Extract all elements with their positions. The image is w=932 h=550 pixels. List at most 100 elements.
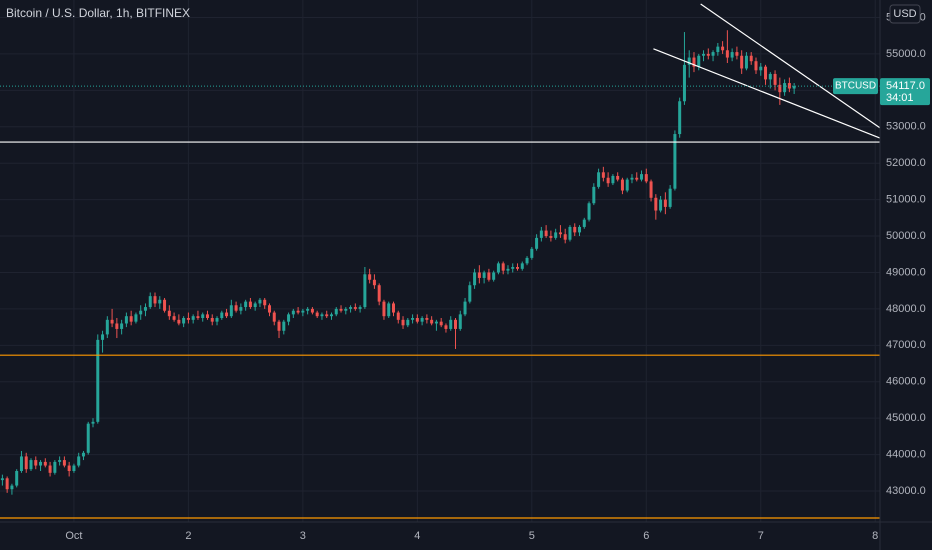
candle-body xyxy=(582,219,586,227)
candle-body xyxy=(535,237,539,249)
candle-body xyxy=(530,248,534,258)
y-tick-label: 52000.0 xyxy=(886,157,926,169)
candle-body xyxy=(5,478,9,490)
candle-body xyxy=(511,267,515,269)
candle-body xyxy=(10,485,14,490)
candle-body xyxy=(568,226,572,240)
candle-body xyxy=(735,52,739,56)
candle-body xyxy=(420,318,424,322)
candle-body xyxy=(210,318,214,322)
chart-title: Bitcoin / U.S. Dollar, 1h, BITFINEX xyxy=(6,6,190,20)
candle-body xyxy=(697,55,701,67)
candle-body xyxy=(773,73,777,85)
candle-body xyxy=(706,53,710,56)
candle-body xyxy=(749,55,753,62)
candle-body xyxy=(463,301,467,315)
candle-body xyxy=(67,465,71,472)
x-tick-label: 5 xyxy=(529,530,535,542)
candle-body xyxy=(353,307,357,309)
x-tick-label: Oct xyxy=(65,530,82,542)
y-tick-label: 47000.0 xyxy=(886,339,926,351)
candle-body xyxy=(611,175,615,184)
candle-body xyxy=(62,460,66,466)
candle-body xyxy=(115,323,119,329)
candle-body xyxy=(344,308,348,311)
candle-body xyxy=(24,456,28,470)
y-tick-label: 49000.0 xyxy=(886,266,926,278)
plot xyxy=(0,3,881,519)
candle-body xyxy=(778,84,782,93)
candle-body xyxy=(678,101,682,135)
candle-body xyxy=(563,234,567,240)
candle-body xyxy=(473,272,477,286)
candle-body xyxy=(496,263,500,273)
candle-body xyxy=(153,296,157,304)
candle-body xyxy=(439,321,443,326)
candle-body xyxy=(239,307,243,311)
candle-body xyxy=(539,230,543,238)
symbol-label: BTCUSD xyxy=(835,81,876,92)
candle-body xyxy=(649,181,653,198)
candle-body xyxy=(277,321,281,331)
candle-body xyxy=(39,461,43,466)
candle-body xyxy=(764,66,768,80)
candle-body xyxy=(310,308,314,313)
candle-body xyxy=(158,299,162,304)
candle-body xyxy=(616,175,620,180)
candle-body xyxy=(768,73,772,80)
candle-body xyxy=(58,460,62,462)
candle-body xyxy=(229,305,233,317)
candle-body xyxy=(339,308,343,311)
candle-body xyxy=(306,308,310,311)
candle-body xyxy=(234,305,238,311)
candle-body xyxy=(105,319,109,335)
candle-body xyxy=(191,316,195,320)
candle-body xyxy=(501,263,505,271)
candle-body xyxy=(363,274,367,308)
candle-body xyxy=(549,236,553,238)
candle-body xyxy=(692,57,696,67)
candle-body xyxy=(759,66,763,71)
trend-line xyxy=(653,48,881,139)
candle-body xyxy=(730,52,734,58)
candle-body xyxy=(120,323,124,329)
candle-body xyxy=(96,339,100,422)
candle-body xyxy=(668,188,672,207)
y-tick-label: 48000.0 xyxy=(886,303,926,315)
candle-body xyxy=(625,179,629,191)
x-tick-label: 2 xyxy=(185,530,191,542)
candle-body xyxy=(382,301,386,317)
candle-body xyxy=(673,134,677,189)
candle-body xyxy=(182,318,186,324)
candle-body xyxy=(391,303,395,313)
currency-badge[interactable] xyxy=(889,4,921,24)
candle-body xyxy=(430,319,434,324)
candle-body xyxy=(253,303,257,308)
candle-body xyxy=(267,305,271,313)
candle-body xyxy=(296,310,300,313)
candle-body xyxy=(215,318,219,322)
candle-body xyxy=(377,285,381,302)
countdown-label: 34:01 xyxy=(886,92,914,104)
candle-body xyxy=(368,274,372,280)
candle-body xyxy=(454,319,458,329)
candle-body xyxy=(640,174,644,180)
y-tick-label: 43000.0 xyxy=(886,485,926,497)
y-tick-label: 50000.0 xyxy=(886,230,926,242)
candle-body xyxy=(139,310,143,315)
candle-body xyxy=(449,319,453,329)
candle-body xyxy=(516,267,520,269)
candle-body xyxy=(792,86,796,89)
candle-body xyxy=(644,174,648,182)
candle-body xyxy=(172,316,176,320)
currency-label[interactable]: USD xyxy=(893,8,916,20)
candle-body xyxy=(725,50,729,58)
candle-body xyxy=(711,52,715,56)
candle-body xyxy=(134,314,138,322)
candle-body xyxy=(124,316,128,324)
trend-line xyxy=(700,3,881,129)
last-price-badge xyxy=(880,78,930,106)
candle-body xyxy=(148,296,152,308)
candle-body xyxy=(320,314,324,317)
candle-body xyxy=(81,452,85,457)
